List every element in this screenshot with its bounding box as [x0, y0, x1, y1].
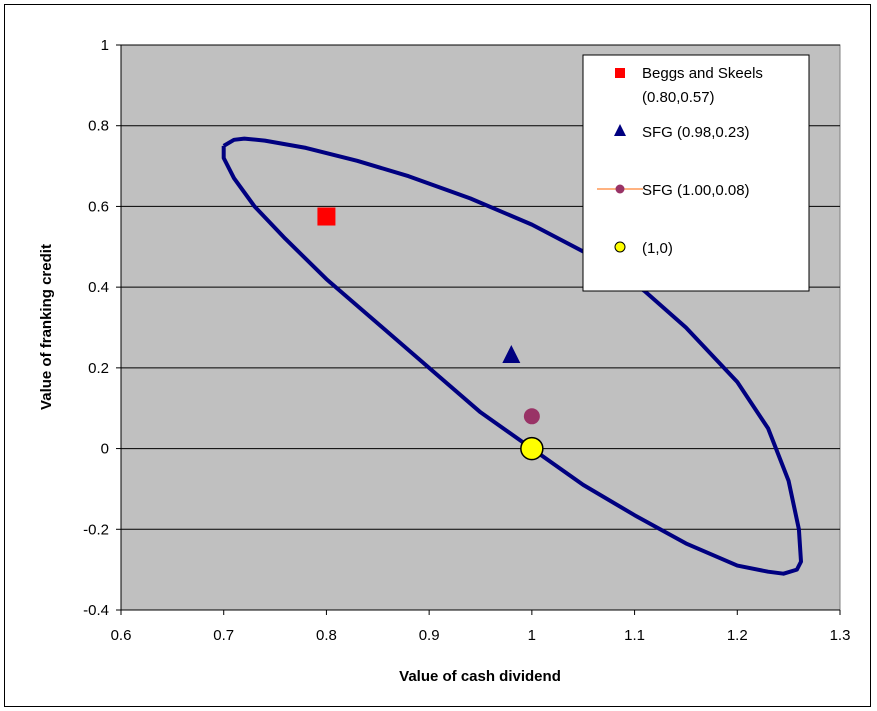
x-tick-label: 1.3 [830, 627, 851, 644]
legend-entry: SFG (0.98,0.23) [614, 124, 750, 141]
y-tick-label: 1 [101, 37, 109, 54]
legend-entry: (1,0) [614, 240, 673, 257]
legend-entry: SFG (1.00,0.08) [597, 182, 750, 199]
y-tick-label: 0.8 [88, 118, 109, 135]
ellipse-boundary [221, 136, 803, 576]
y-tick-label: -0.2 [83, 521, 109, 538]
data-point [520, 436, 544, 461]
data-point [317, 207, 336, 226]
legend-marker [614, 124, 626, 136]
y-axis-title: Value of franking credit [38, 244, 55, 410]
x-tick-label: 0.8 [316, 627, 337, 644]
legend-entry: Beggs and Skeels (0.80,0.57) [615, 65, 763, 106]
y-tick-label: 0 [101, 441, 109, 458]
x-tick-label: 0.7 [213, 627, 234, 644]
x-tick-label: 1.2 [727, 627, 748, 644]
data-point [502, 344, 521, 363]
x-axis-title: Value of cash dividend [399, 668, 561, 685]
y-tick-label: 0.4 [88, 279, 109, 296]
data-points [317, 207, 544, 461]
x-tick-label: 0.9 [419, 627, 440, 644]
legend: Beggs and Skeels (0.80,0.57) SFG (0.98,0.2… [582, 54, 810, 292]
x-tick-label: 0.6 [111, 627, 132, 644]
legend-label: SFG (0.98,0.23) [642, 124, 750, 141]
y-tick-label: 0.2 [88, 360, 109, 377]
legend-marker [615, 68, 625, 78]
axes: -0.4 -0.2 0 0.2 0.4 0.6 0.8 1 0.6 0.7 0.8 0.9 1 1.1 1.… [83, 37, 850, 644]
legend-marker [614, 241, 626, 253]
x-tick-label: 1.1 [624, 627, 645, 644]
y-tick-label: -0.4 [83, 602, 109, 619]
legend-label: (0.80,0.57) [642, 89, 715, 106]
y-tick-label: 0.6 [88, 198, 109, 215]
legend-marker [615, 184, 625, 194]
x-tick-label: 1 [528, 627, 536, 644]
legend-label: SFG (1.00,0.08) [642, 182, 750, 199]
data-point [523, 408, 540, 425]
confidence-ellipse [221, 136, 803, 576]
legend-label: (1,0) [642, 240, 673, 257]
legend-label: Beggs and Skeels [642, 65, 763, 82]
